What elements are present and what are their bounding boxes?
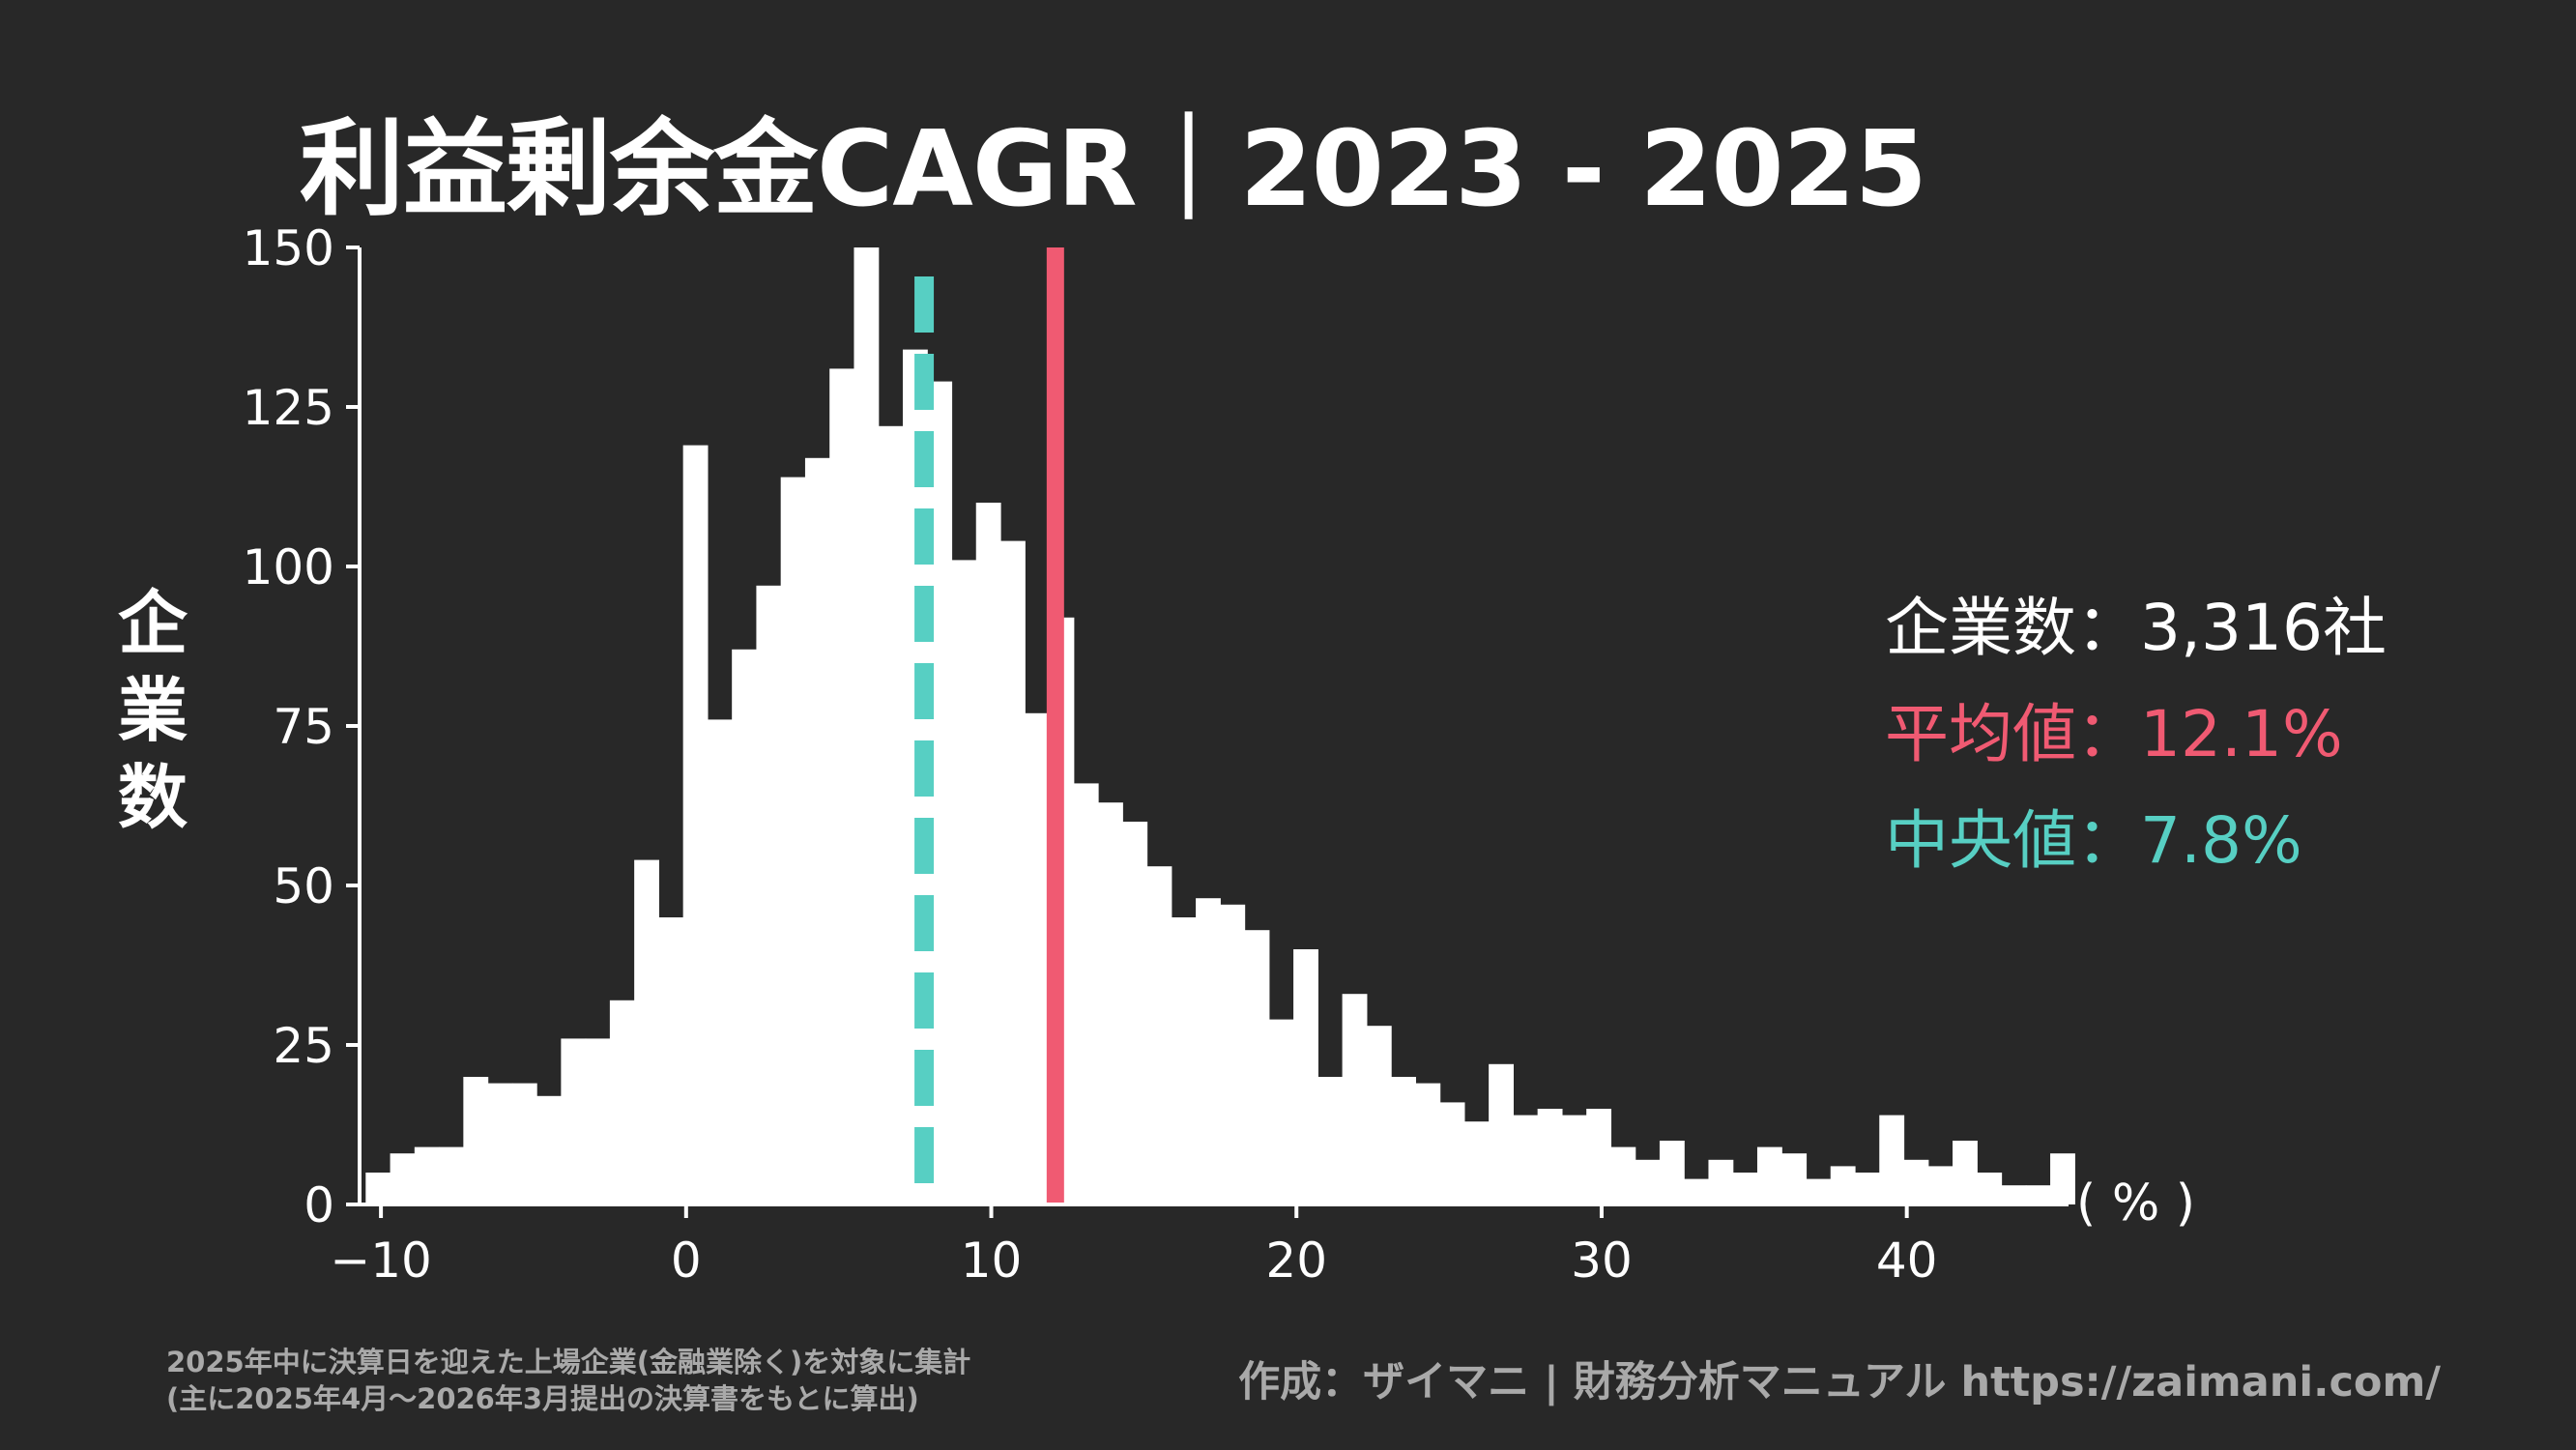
- histogram-bar: [1025, 712, 1051, 1204]
- histogram-bar: [1830, 1166, 1856, 1204]
- histogram-bar: [609, 1000, 635, 1204]
- histogram-bar: [707, 719, 733, 1204]
- histogram-bar: [658, 917, 684, 1204]
- y-tick-label: 25: [273, 1018, 334, 1074]
- histogram-bar: [1439, 1102, 1465, 1204]
- histogram-bar: [1903, 1159, 1929, 1204]
- histogram-bar: [1684, 1178, 1710, 1204]
- histogram-bar: [1561, 1115, 1587, 1204]
- histogram-bar: [463, 1077, 489, 1204]
- reference-lines: [914, 247, 1064, 1204]
- x-tick-label: 0: [671, 1232, 702, 1289]
- histogram-bar: [414, 1146, 440, 1204]
- histogram-bar: [1659, 1141, 1685, 1204]
- histogram-bar: [1073, 783, 1099, 1204]
- histogram-bar: [1415, 1083, 1441, 1204]
- histogram-bar: [1732, 1173, 1758, 1204]
- x-tick-label: 10: [961, 1232, 1023, 1289]
- histogram-bar: [1927, 1166, 1954, 1204]
- histogram-bar: [1953, 1141, 1978, 1204]
- histogram-bar: [1000, 540, 1026, 1204]
- histogram-bar: [682, 445, 709, 1205]
- histogram-bar: [1098, 802, 1123, 1204]
- y-axis-label-char: 数: [117, 757, 188, 838]
- x-tick-label: 20: [1265, 1232, 1327, 1289]
- histogram-bar: [1220, 904, 1246, 1204]
- stats-legend: 企業数：3,316社 平均値：12.1% 中央値：7.8%: [1885, 575, 2387, 894]
- histogram-bar: [1342, 994, 1368, 1204]
- histogram-bar: [365, 1173, 391, 1204]
- histogram-bar: [1879, 1115, 1905, 1204]
- histogram-bar: [829, 368, 855, 1204]
- x-tick-label: 40: [1876, 1232, 1938, 1289]
- stat-mean: 平均値：12.1%: [1885, 697, 2343, 771]
- histogram-bar: [1855, 1173, 1880, 1204]
- histogram-bar: [878, 425, 904, 1204]
- histogram-bar: [2050, 1153, 2075, 1204]
- histogram-bar: [975, 503, 1001, 1204]
- histogram-bar: [511, 1083, 537, 1204]
- histogram-bar: [634, 859, 659, 1204]
- y-tick-label: 75: [273, 699, 334, 755]
- stat-median: 中央値：7.8%: [1885, 803, 2302, 878]
- chart-title: 利益剰余金CAGR｜2023 - 2025: [300, 109, 1927, 230]
- histogram-bar: [732, 649, 758, 1204]
- histogram-bar: [1391, 1077, 1416, 1204]
- histogram-bar: [1244, 930, 1270, 1204]
- histogram-bar: [1489, 1063, 1514, 1204]
- histogram-bar: [561, 1038, 587, 1204]
- histogram-bar: [439, 1146, 464, 1204]
- histogram-bar: [1781, 1153, 1808, 1204]
- y-tick-label: 100: [243, 539, 334, 595]
- histogram-bar: [1537, 1109, 1563, 1204]
- histogram-bar: [1122, 822, 1148, 1204]
- histogram-bar: [1196, 898, 1221, 1204]
- y-axis-label-char: 業: [117, 670, 188, 751]
- x-tick-label: 30: [1571, 1232, 1633, 1289]
- histogram-bar: [1513, 1115, 1539, 1204]
- histogram-bar: [1586, 1109, 1612, 1204]
- y-axis-label: 企 業 数: [114, 580, 191, 841]
- histogram-bar: [1806, 1178, 1832, 1204]
- histogram-bars: [365, 247, 2075, 1205]
- histogram-bar: [536, 1095, 562, 1204]
- histogram-bar: [1146, 866, 1172, 1204]
- histogram-bar: [1610, 1146, 1636, 1204]
- histogram-bar: [1708, 1159, 1734, 1204]
- y-tick-label: 125: [243, 380, 334, 436]
- y-tick-label: 0: [304, 1177, 334, 1233]
- histogram-bar: [390, 1153, 416, 1204]
- histogram-bar: [2001, 1185, 2027, 1204]
- histogram-bar: [585, 1038, 611, 1204]
- histogram-bar: [756, 585, 782, 1204]
- histogram-bar: [1635, 1159, 1661, 1204]
- histogram-bar: [1293, 949, 1318, 1204]
- histogram-bar: [1268, 1019, 1294, 1204]
- histogram-bar: [854, 247, 880, 1204]
- footnote-line-2: (主に2025年4月〜2026年3月提出の決算書をもとに算出): [166, 1382, 919, 1415]
- histogram-bar: [1171, 917, 1197, 1204]
- histogram-bar: [1366, 1026, 1392, 1204]
- histogram-bar: [2025, 1185, 2051, 1204]
- histogram-bar: [1756, 1146, 1782, 1204]
- y-tick-label: 150: [243, 220, 334, 276]
- histogram-bar: [1977, 1173, 2003, 1204]
- x-axis-unit: ( % ): [2076, 1174, 2196, 1232]
- y-tick-label: 50: [273, 858, 334, 914]
- y-axis-label-char: 企: [117, 583, 188, 664]
- x-tick-label: −10: [330, 1232, 432, 1289]
- histogram-bar: [951, 560, 977, 1204]
- stat-company-count: 企業数：3,316社: [1885, 591, 2387, 665]
- histogram-bar: [1317, 1077, 1344, 1204]
- histogram-bar: [804, 457, 830, 1204]
- footnote: 2025年中に決算日を迎えた上場企業(金融業除く)を対象に集計 (主に2025年…: [166, 1344, 970, 1417]
- footnote-line-1: 2025年中に決算日を迎えた上場企業(金融業除く)を対象に集計: [166, 1346, 971, 1378]
- histogram-bar: [780, 477, 806, 1205]
- histogram-bar: [487, 1083, 513, 1204]
- histogram-bar: [1463, 1121, 1490, 1204]
- credit: 作成：ザイマニ | 財務分析マニュアル https://zaimani.com/: [1238, 1358, 2441, 1406]
